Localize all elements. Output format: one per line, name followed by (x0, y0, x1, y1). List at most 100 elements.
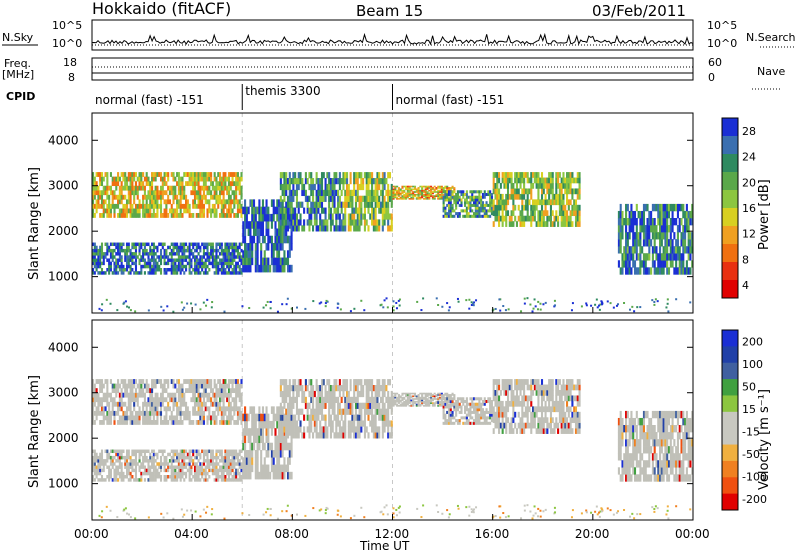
velocity-cell (152, 452, 155, 457)
power-cell (671, 218, 674, 226)
velocity-cell (176, 388, 179, 394)
power-cell (331, 189, 334, 197)
power-cell (113, 194, 116, 200)
power-cell (485, 209, 488, 213)
power-cell (149, 208, 152, 214)
power-cell (215, 261, 218, 266)
velocity-cell (170, 478, 173, 482)
power-cell (678, 203, 681, 212)
power-cell (549, 199, 552, 206)
velocity-cell (218, 465, 222, 469)
velocity-cell (125, 468, 129, 473)
power-cell (195, 242, 198, 247)
power-cell (410, 189, 413, 192)
power-cell (633, 260, 637, 268)
power-cell (447, 196, 451, 199)
velocity-cell (260, 457, 263, 465)
power-cell (431, 198, 434, 200)
velocity-cell (285, 442, 288, 451)
velocity-cell (236, 459, 239, 463)
power-cell (92, 242, 95, 247)
power-cell (286, 201, 290, 208)
velocity-cell (163, 379, 166, 384)
power-cell (496, 204, 499, 211)
power-cell (95, 268, 98, 272)
velocity-cell (151, 397, 154, 403)
velocity-cell (127, 478, 130, 482)
power-cell (465, 212, 468, 216)
power-cell (125, 181, 129, 187)
power-cell (392, 188, 395, 191)
power-cell (506, 199, 510, 206)
power-speckle (594, 303, 597, 306)
velocity-cell (129, 397, 132, 403)
power-cell (102, 252, 105, 256)
power-cell (637, 210, 640, 219)
velocity-cell (306, 414, 309, 421)
power-cell (408, 191, 411, 193)
power-speckle (186, 302, 189, 305)
power-cell (349, 189, 352, 197)
power-cell (578, 183, 581, 189)
velocity-cell (354, 426, 358, 433)
power-cell (213, 190, 216, 196)
velocity-cell (131, 397, 134, 403)
velocity-cell (97, 465, 100, 469)
power-cell (374, 201, 377, 208)
power-cell (147, 213, 150, 218)
power-cell (503, 172, 506, 178)
freq-label: Freq. (4, 57, 31, 70)
power-cell (449, 190, 452, 194)
power-cell (673, 218, 676, 226)
power-cell (129, 268, 132, 272)
velocity-cell (195, 449, 198, 454)
power-cell (197, 181, 200, 187)
power-cell (499, 215, 502, 222)
power-cell (673, 253, 676, 261)
velocity-cell (233, 455, 236, 460)
power-cell (281, 213, 284, 220)
power-cell (574, 188, 578, 195)
power-cell (426, 195, 429, 197)
power-cell (118, 258, 121, 262)
power-cell (217, 194, 220, 200)
power-cell (263, 213, 266, 222)
power-cell (93, 271, 96, 275)
power-cell (206, 190, 209, 196)
power-speckle (502, 305, 505, 308)
velocity-cell (227, 406, 231, 412)
velocity-cell (190, 459, 193, 463)
power-cell (151, 248, 154, 253)
velocity-cell (201, 383, 204, 389)
power-cell (317, 207, 320, 214)
power-cell (188, 261, 191, 266)
freq-unit: [MHz] (2, 68, 34, 81)
velocity-cell (218, 392, 222, 398)
power-cell (410, 196, 413, 199)
power-cell (222, 185, 225, 191)
velocity-cell (165, 468, 168, 473)
power-cell (569, 199, 572, 206)
power-cell (394, 192, 397, 195)
power-cell (403, 191, 406, 193)
power-cell (124, 181, 127, 187)
power-cell (210, 194, 213, 200)
power-cell (131, 242, 134, 247)
power-cell (290, 178, 293, 185)
power-cell (129, 203, 132, 209)
power-cell (95, 208, 98, 214)
power-cell (276, 264, 279, 273)
velocity-cell (340, 426, 343, 433)
velocity-cell (236, 452, 239, 457)
velocity-cell (349, 385, 352, 392)
power-cell (562, 177, 565, 184)
power-cell (467, 206, 470, 210)
power-cell (242, 221, 245, 229)
power-cell (247, 228, 250, 237)
power-cell (673, 267, 676, 275)
power-cell (691, 218, 694, 226)
power-cell (179, 199, 182, 205)
power-cell (483, 195, 486, 199)
velocity-cell (261, 435, 265, 444)
power-cell (653, 260, 656, 268)
